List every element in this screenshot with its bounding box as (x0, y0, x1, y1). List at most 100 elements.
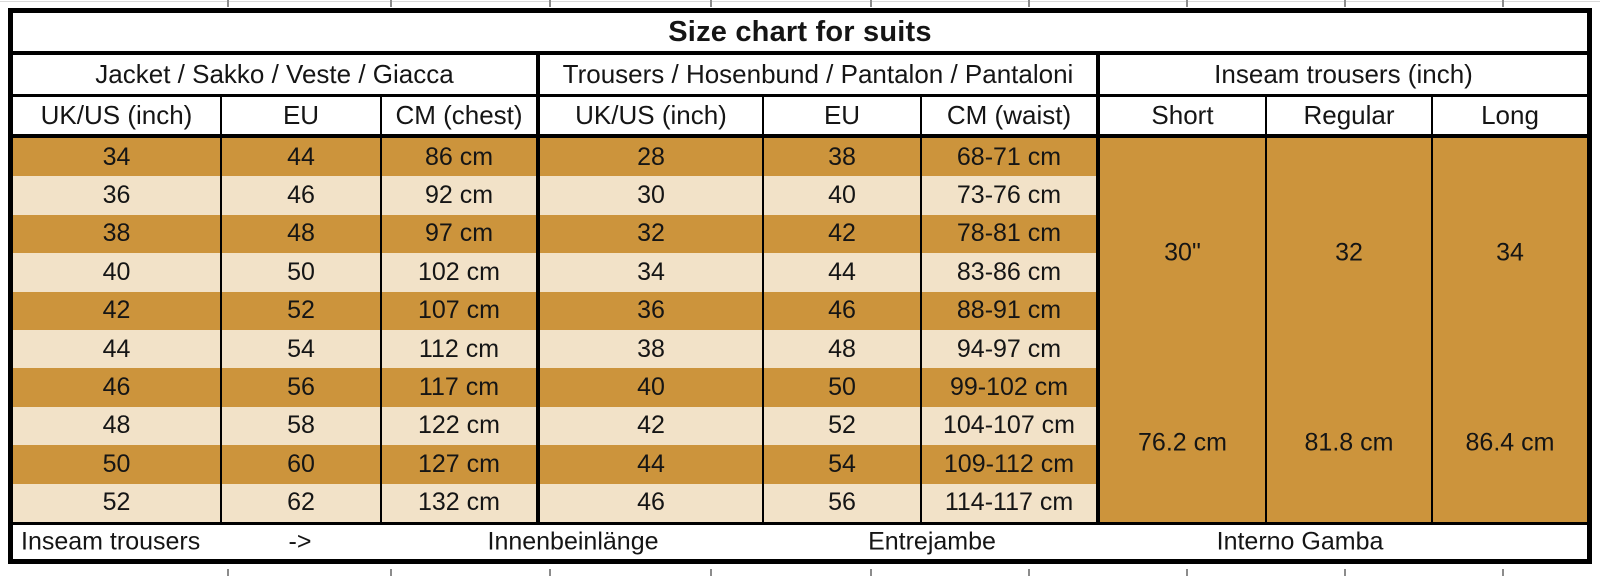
inseam-cm-value: 86.4 cm (1465, 428, 1555, 457)
column-header: CM (chest) (382, 97, 540, 134)
footer-inseam-label: Inseam trousers (21, 527, 201, 556)
data-column: 34 36 38 40 42 44 46 48 50 52 (13, 138, 222, 522)
data-column: 86 cm 92 cm 97 cm 102 cm 107 cm 112 cm 117 cm 1… (382, 138, 540, 522)
size-cell: 44 (222, 138, 380, 177)
gridline-tick (1344, 0, 1346, 7)
inseam-cm-value: 76.2 cm (1138, 428, 1227, 457)
inseam-inch-value: 32 (1335, 238, 1363, 267)
size-cell: 42 (764, 214, 920, 254)
gridline-tick (1186, 569, 1188, 576)
size-cell: 99-102 cm (922, 368, 1096, 407)
size-cell: 112 cm (382, 329, 536, 369)
size-cell: 94-97 cm (922, 329, 1096, 369)
size-cell: 52 (764, 406, 920, 446)
footer-row: Inseam trousers -> Innenbeinlänge Entrej… (13, 522, 1587, 559)
gridline-tick (227, 569, 229, 576)
gridline-tick (390, 569, 392, 576)
size-cell: 48 (764, 329, 920, 369)
gridline-tick (390, 0, 392, 7)
gridline-tick (1028, 0, 1030, 7)
column-header: UK/US (inch) (540, 97, 764, 134)
size-cell: 50 (13, 445, 220, 484)
gridline-tick (870, 569, 872, 576)
size-cell: 46 (13, 368, 220, 407)
size-cell: 38 (764, 138, 920, 177)
data-column: 28 30 32 34 36 38 40 42 44 46 (540, 138, 764, 522)
size-cell: 104-107 cm (922, 406, 1096, 446)
size-cell: 52 (13, 483, 220, 522)
size-cell: 44 (764, 253, 920, 292)
size-cell: 48 (222, 214, 380, 254)
size-cell: 40 (764, 176, 920, 215)
size-cell: 34 (13, 138, 220, 177)
column-header: EU (222, 97, 382, 134)
footer-italian-label: Interno Gamba (1216, 527, 1384, 556)
size-cell: 56 (222, 368, 380, 407)
size-cell: 42 (13, 291, 220, 330)
size-cell: 40 (13, 253, 220, 292)
gridline-tick (1028, 569, 1030, 576)
size-cell: 30 (540, 176, 762, 215)
gridline-tick (710, 0, 712, 7)
size-cell: 73-76 cm (922, 176, 1096, 215)
gridline-tick (870, 0, 872, 7)
size-cell: 88-91 cm (922, 291, 1096, 330)
size-cell: 107 cm (382, 291, 536, 330)
footer-german-label: Innenbeinlänge (487, 527, 659, 556)
column-header: Short (1100, 97, 1267, 134)
size-cell: 58 (222, 406, 380, 446)
size-cell: 122 cm (382, 406, 536, 446)
size-cell: 54 (222, 329, 380, 369)
inseam-column: 34 86.4 cm (1433, 138, 1587, 522)
data-column: 44 46 48 50 52 54 56 58 60 62 (222, 138, 382, 522)
size-cell: 127 cm (382, 445, 536, 484)
size-cell: 46 (540, 483, 762, 522)
gridline-tick (549, 0, 551, 7)
size-cell: 32 (540, 214, 762, 254)
gridline-tick (1186, 0, 1188, 7)
size-cell: 44 (540, 445, 762, 484)
size-cell: 44 (13, 329, 220, 369)
column-header: EU (764, 97, 922, 134)
inseam-cm-value: 81.8 cm (1304, 428, 1394, 457)
column-header-row: UK/US (inch) EU CM (chest) UK/US (inch) EU CM… (13, 97, 1587, 138)
size-cell: 102 cm (382, 253, 536, 292)
size-cell: 38 (540, 329, 762, 369)
column-header: Long (1481, 100, 1539, 130)
size-cell: 46 (764, 291, 920, 330)
size-cell: 50 (222, 253, 380, 292)
size-cell: 50 (764, 368, 920, 407)
size-cell: 60 (222, 445, 380, 484)
page-title: Size chart for suits (668, 15, 932, 48)
inseam-inch-value: 34 (1496, 238, 1524, 267)
size-chart-table: Size chart for suits Jacket / Sakko / Ve… (8, 8, 1592, 564)
inseam-column: 32 81.8 cm (1267, 138, 1433, 522)
size-cell: 48 (13, 406, 220, 446)
size-cell: 97 cm (382, 214, 536, 254)
table-title-row: Size chart for suits (13, 13, 1587, 55)
size-cell: 62 (222, 483, 380, 522)
inseam-column: 30" 76.2 cm (1100, 138, 1267, 522)
size-cell: 114-117 cm (922, 483, 1096, 522)
size-cell: 54 (764, 445, 920, 484)
size-cell: 46 (222, 176, 380, 215)
section-header-trousers: Trousers / Hosenbund / Pantalon / Pantal… (540, 55, 1100, 94)
footer-french-label: Entrejambe (868, 527, 996, 556)
size-cell: 109-112 cm (922, 445, 1096, 484)
size-cell: 86 cm (382, 138, 536, 177)
size-cell: 28 (540, 138, 762, 177)
section-header-inseam: Inseam trousers (inch) (1214, 59, 1473, 89)
size-cell: 38 (13, 214, 220, 254)
size-cell: 34 (540, 253, 762, 292)
size-cell: 92 cm (382, 176, 536, 215)
size-cell: 40 (540, 368, 762, 407)
size-cell: 36 (540, 291, 762, 330)
size-cell: 78-81 cm (922, 214, 1096, 254)
size-cell: 52 (222, 291, 380, 330)
gridline-tick (1502, 569, 1504, 576)
size-cell: 56 (764, 483, 920, 522)
size-cell: 117 cm (382, 368, 536, 407)
data-column: 68-71 cm 73-76 cm 78-81 cm 83-86 cm 88-91 cm… (922, 138, 1100, 522)
gridline-tick (227, 0, 229, 7)
